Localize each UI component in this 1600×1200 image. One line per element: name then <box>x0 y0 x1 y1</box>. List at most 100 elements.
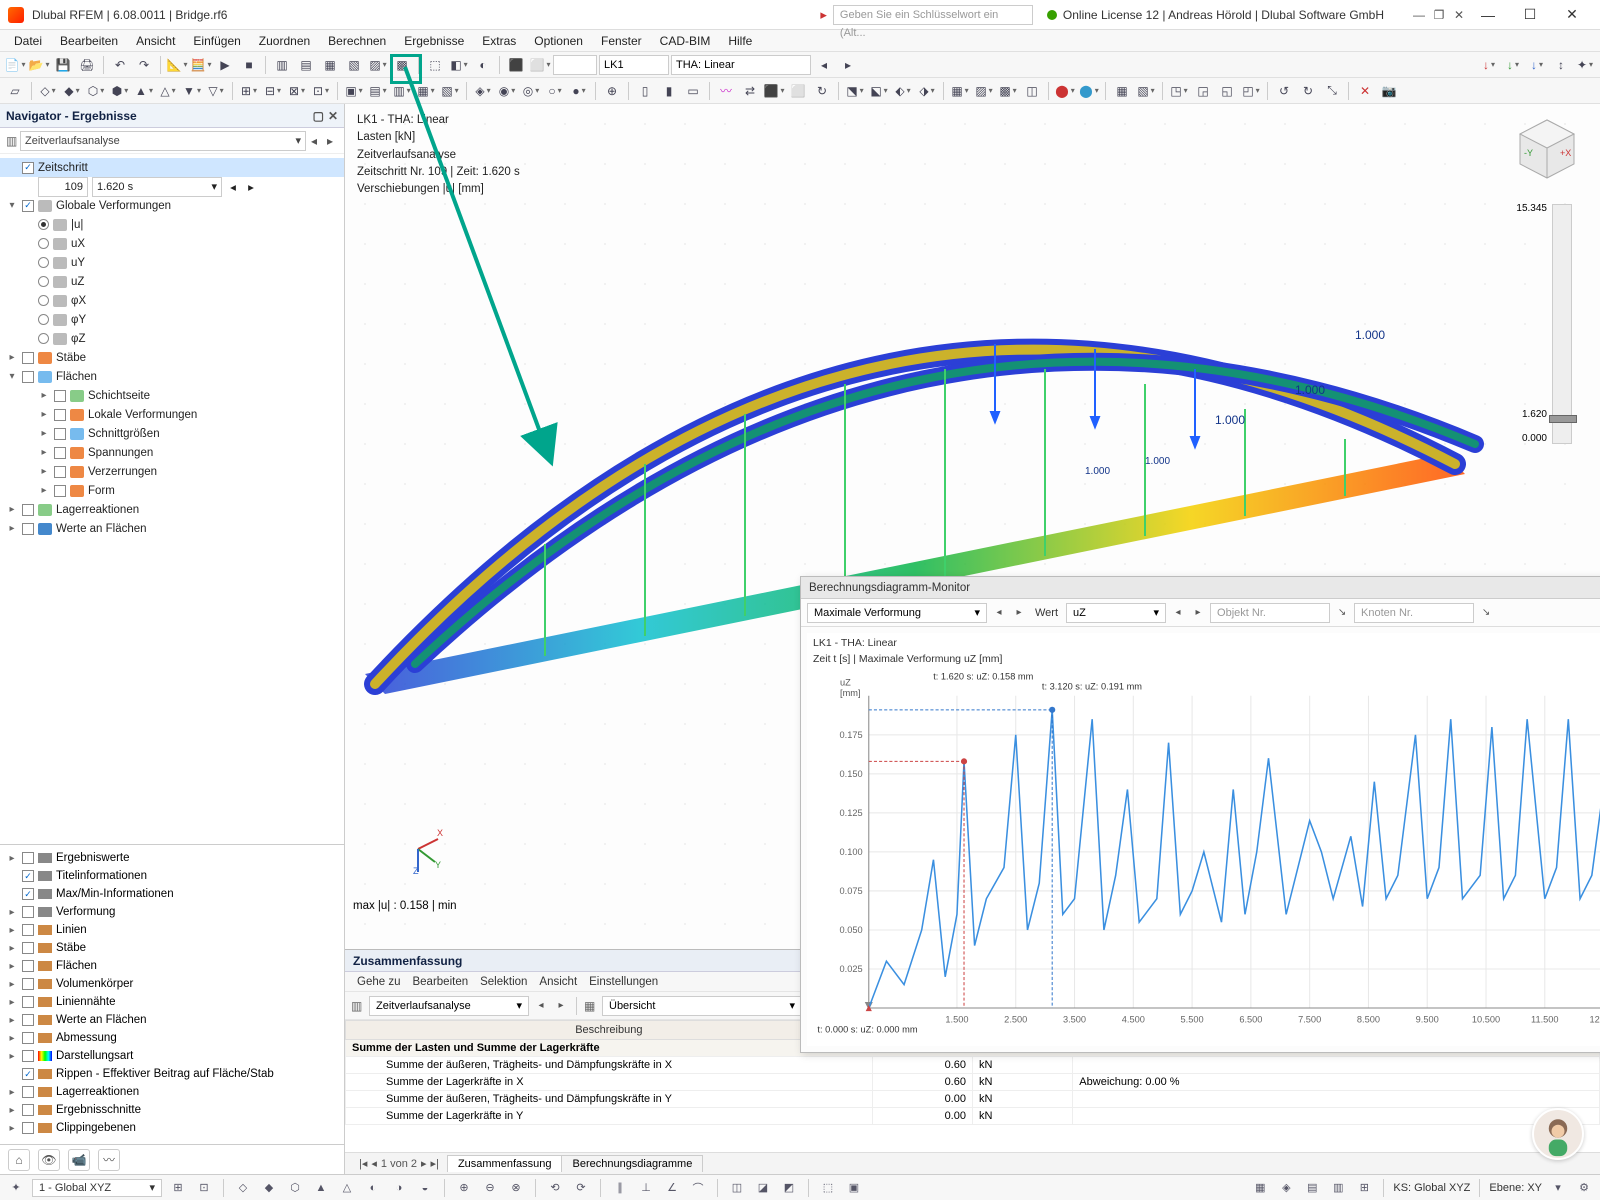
analysis-prev[interactable]: ◂ <box>306 134 322 148</box>
table-row[interactable]: Summe der Lagerkräfte in X0.60kNAbweichu… <box>346 1074 1600 1091</box>
tree-flaechen[interactable]: ▾Flächen <box>0 367 344 386</box>
sb-21[interactable]: ◪ <box>753 1178 773 1198</box>
sb-8[interactable]: ◐ <box>363 1178 383 1198</box>
tree-lager[interactable]: ▸Lagerreaktionen <box>0 500 344 519</box>
sb-16[interactable]: ∥ <box>610 1178 630 1198</box>
tree-globale[interactable]: ▾Globale Verformungen <box>0 196 344 215</box>
tb2-11[interactable]: ⊠ <box>286 80 308 102</box>
keyword-search-input[interactable]: Geben Sie ein Schlüsselwort ein (Alt... <box>833 5 1033 25</box>
sb-14[interactable]: ⟲ <box>545 1178 565 1198</box>
monitor-header[interactable]: Berechnungsdiagramm-Monitor <box>801 577 1600 599</box>
tbtn-calc[interactable]: 📐 <box>166 54 188 76</box>
sb-6[interactable]: ▲ <box>311 1178 331 1198</box>
tree-phiz[interactable]: φZ <box>0 329 344 348</box>
sb-4[interactable]: ◆ <box>259 1178 279 1198</box>
tb2-33[interactable]: ⬕ <box>868 80 890 102</box>
window-close-button[interactable]: ✕ <box>1552 3 1592 27</box>
tb2-39[interactable]: ◫ <box>1021 80 1043 102</box>
tree-uz[interactable]: uZ <box>0 272 344 291</box>
child-restore-icon[interactable]: ❐ <box>1430 8 1448 22</box>
tbtn-sync[interactable]: ↕ <box>1550 54 1572 76</box>
tb2-45[interactable]: ◲ <box>1192 80 1214 102</box>
tbtn-tool[interactable]: ▱ <box>4 80 26 102</box>
lr-abmessung[interactable]: ▸Abmessung <box>0 1029 344 1047</box>
tb2-10[interactable]: ⊟ <box>262 80 284 102</box>
menu-bearbeiten[interactable]: Bearbeiten <box>52 32 126 50</box>
nav-footer-home-icon[interactable]: ⌂ <box>8 1149 30 1171</box>
tree-werte[interactable]: ▸Werte an Flächen <box>0 519 344 538</box>
sb-13[interactable]: ⊗ <box>506 1178 526 1198</box>
bmenu-sel[interactable]: Selektion <box>480 976 527 988</box>
monitor-result-select[interactable]: Maximale Verformung▾ <box>807 603 987 623</box>
tbtn-print[interactable]: 🖨 <box>76 54 98 76</box>
lr-verformung[interactable]: ▸Verformung <box>0 903 344 921</box>
tb2-7[interactable]: ▼ <box>181 80 203 102</box>
tbtn-panel1[interactable]: ▥ <box>271 54 293 76</box>
lr-schnitte[interactable]: ▸Ergebnisschnitte <box>0 1101 344 1119</box>
lr-rippen[interactable]: Rippen - Effektiver Beitrag auf Fläche/S… <box>0 1065 344 1083</box>
tree-verzerr[interactable]: ▸Verzerrungen <box>0 462 344 481</box>
menu-fenster[interactable]: Fenster <box>593 32 650 50</box>
tbtn-file-new[interactable]: 📄 <box>4 54 26 76</box>
tbtn-panel2[interactable]: ▤ <box>295 54 317 76</box>
tb2-6[interactable]: △ <box>157 80 179 102</box>
tree-form[interactable]: ▸Form <box>0 481 344 500</box>
sb-29[interactable]: ⚙ <box>1574 1178 1594 1198</box>
sb-20[interactable]: ◫ <box>727 1178 747 1198</box>
table-row[interactable]: Summe der Lagerkräfte in Y0.00kN <box>346 1108 1600 1125</box>
mwert-next[interactable]: ▸ <box>1190 607 1206 618</box>
table-row[interactable]: Summe der äußeren, Trägheits- und Dämpfu… <box>346 1091 1600 1108</box>
analysis-type-select[interactable]: Zeitverlaufsanalyse▾ <box>20 131 306 151</box>
sb-ebene-menu[interactable]: ▾ <box>1548 1178 1568 1198</box>
tbtn-undo[interactable]: ↶ <box>109 54 131 76</box>
tb2-42[interactable]: ▦ <box>1111 80 1133 102</box>
tree-ux[interactable]: uX <box>0 234 344 253</box>
tb2-1[interactable]: ◇ <box>37 80 59 102</box>
tbtn-panel5[interactable]: ▨ <box>367 54 389 76</box>
col-desc[interactable]: Beschreibung <box>346 1021 873 1040</box>
tree-zeitschritt[interactable]: Zeitschritt <box>0 158 344 177</box>
tree-lokale[interactable]: ▸Lokale Verformungen <box>0 405 344 424</box>
tbtn-panel3[interactable]: ▦ <box>319 54 341 76</box>
tbtn-z[interactable]: ↓ <box>1526 54 1548 76</box>
tb2-2[interactable]: ◆ <box>61 80 83 102</box>
time-slider[interactable]: 15.345 1.620 0.000 <box>1552 204 1572 444</box>
menu-hilfe[interactable]: Hilfe <box>720 32 760 50</box>
sb-grid[interactable]: ▦ <box>1250 1178 1270 1198</box>
child-close-icon[interactable]: ✕ <box>1450 8 1468 22</box>
sb-11[interactable]: ⊕ <box>454 1178 474 1198</box>
lr-clipping[interactable]: ▸Clippingebenen <box>0 1119 344 1137</box>
menu-berechnen[interactable]: Berechnen <box>320 32 394 50</box>
lr-darstell[interactable]: ▸Darstellungsart <box>0 1047 344 1065</box>
tree-uy[interactable]: uY <box>0 253 344 272</box>
lr-volumen[interactable]: ▸Volumenkörper <box>0 975 344 993</box>
mobj-pick[interactable]: ↘ <box>1334 607 1350 618</box>
tree-step-row[interactable]: 109 1.620 s▾ ◂ ▸ <box>0 177 344 196</box>
tree-staebe[interactable]: ▸Stäbe <box>0 348 344 367</box>
lr-titel[interactable]: Titelinformationen <box>0 867 344 885</box>
sb-1[interactable]: ⊞ <box>168 1178 188 1198</box>
sb-10[interactable]: ◒ <box>415 1178 435 1198</box>
tb2-37[interactable]: ▨ <box>973 80 995 102</box>
tbtn-panel4[interactable]: ▧ <box>343 54 365 76</box>
tb2-41[interactable]: ⬤ <box>1078 80 1100 102</box>
menu-zuordnen[interactable]: Zuordnen <box>251 32 318 50</box>
sb-12[interactable]: ⊖ <box>480 1178 500 1198</box>
lr-flaechen[interactable]: ▸Flächen <box>0 957 344 975</box>
table-row[interactable]: Summe der äußeren, Trägheits- und Dämpfu… <box>346 1057 1600 1074</box>
mwert-prev[interactable]: ◂ <box>1170 607 1186 618</box>
sb-2[interactable]: ⊡ <box>194 1178 214 1198</box>
sb-18[interactable]: ∠ <box>662 1178 682 1198</box>
tbtn-redo[interactable]: ↷ <box>133 54 155 76</box>
tb2-12[interactable]: ⊡ <box>310 80 332 102</box>
window-maximize-button[interactable]: ☐ <box>1510 3 1550 27</box>
tb2-35[interactable]: ⬗ <box>916 80 938 102</box>
lr-liniennaehte[interactable]: ▸Liniennähte <box>0 993 344 1011</box>
panel-dock-icon[interactable]: ▢ <box>313 109 324 123</box>
step-number-input[interactable]: 109 <box>38 177 88 197</box>
loadcase-name-field[interactable]: THA: Linear <box>671 55 811 75</box>
mres-prev[interactable]: ◂ <box>991 607 1007 618</box>
pg-first[interactable]: |◂ <box>359 1157 367 1170</box>
tree-phiy[interactable]: φY <box>0 310 344 329</box>
tb2-8[interactable]: ▽ <box>205 80 227 102</box>
